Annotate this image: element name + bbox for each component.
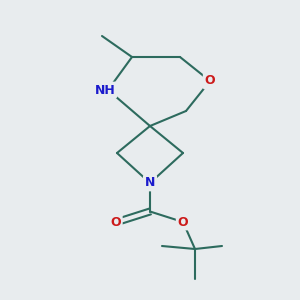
Text: O: O (110, 215, 121, 229)
Text: O: O (205, 74, 215, 88)
Text: N: N (145, 176, 155, 190)
Text: O: O (178, 215, 188, 229)
Text: NH: NH (94, 83, 116, 97)
